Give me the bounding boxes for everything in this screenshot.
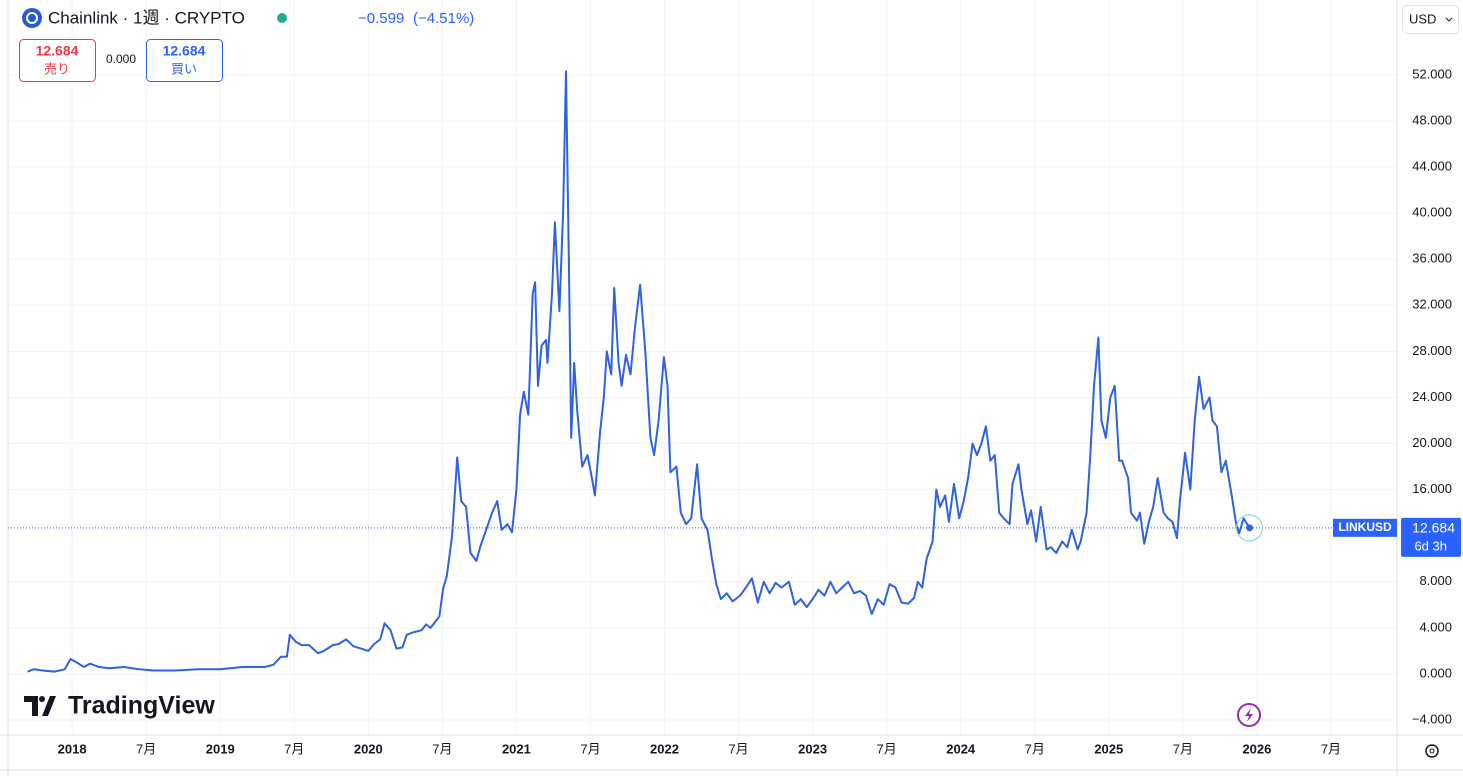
change: −0.599 bbox=[358, 10, 404, 27]
sell-label[interactable]: 売り bbox=[44, 61, 70, 76]
price-line bbox=[27, 70, 1251, 673]
y-tick-label: 40.000 bbox=[1412, 205, 1452, 220]
last-point-halo bbox=[1235, 514, 1263, 542]
x-tick-label: 2021 bbox=[502, 741, 531, 756]
y-tick-label: 28.000 bbox=[1412, 343, 1452, 358]
last-point bbox=[1245, 524, 1253, 532]
y-tick-label: 20.000 bbox=[1412, 435, 1452, 450]
symbol-icon bbox=[22, 8, 42, 28]
x-tick-label: 2025 bbox=[1094, 741, 1123, 756]
x-tick-label: 7月 bbox=[580, 741, 600, 756]
buy-button[interactable] bbox=[146, 39, 223, 82]
x-tick-label: 2026 bbox=[1242, 741, 1271, 756]
x-tick-label: 7月 bbox=[1025, 741, 1045, 756]
market-status bbox=[277, 13, 287, 23]
y-tick-label: 36.000 bbox=[1412, 251, 1452, 266]
last-price-tag bbox=[1401, 517, 1461, 557]
y-tick-label: 32.000 bbox=[1412, 297, 1452, 312]
y-tick-label: 24.000 bbox=[1412, 389, 1452, 404]
x-tick-label: 2020 bbox=[354, 741, 383, 756]
x-tick-label: 7月 bbox=[136, 741, 156, 756]
axes: −4.0000.0004.0008.00012.00016.00020.0002… bbox=[58, 66, 1461, 756]
spread: 0.000 bbox=[106, 52, 136, 66]
y-tick-label: −4.000 bbox=[1412, 711, 1452, 726]
y-tick-label: 0.000 bbox=[1419, 665, 1452, 680]
symbol-tag bbox=[1333, 518, 1397, 537]
settings-icon[interactable] bbox=[1425, 744, 1439, 758]
x-tick-label: 7月 bbox=[728, 741, 748, 756]
brand-name: TradingView bbox=[68, 692, 215, 720]
x-tick-label: 7月 bbox=[432, 741, 452, 756]
change-percent: (−4.51%) bbox=[413, 10, 474, 27]
y-tick-label: 4.000 bbox=[1419, 619, 1452, 634]
y-tick-label: 16.000 bbox=[1412, 481, 1452, 496]
symbol-tag-label: LINKUSD bbox=[1338, 520, 1392, 534]
x-tick-label: 7月 bbox=[284, 741, 304, 756]
currency-select[interactable] bbox=[1402, 5, 1459, 34]
x-tick-label: 7月 bbox=[1321, 741, 1341, 756]
countdown: 6d 3h bbox=[1414, 538, 1447, 553]
plot bbox=[8, 70, 1397, 673]
x-tick-label: 7月 bbox=[1173, 741, 1193, 756]
x-tick-label: 2019 bbox=[206, 741, 235, 756]
symbol-title[interactable]: Chainlink · 1週 · CRYPTO bbox=[48, 8, 245, 27]
x-tick-label: 7月 bbox=[877, 741, 897, 756]
event-bolt bbox=[1245, 708, 1253, 722]
x-tick-label: 2022 bbox=[650, 741, 679, 756]
x-tick-label: 2023 bbox=[798, 741, 827, 756]
buy-price[interactable]: 12.684 bbox=[163, 43, 206, 59]
y-tick-label: 44.000 bbox=[1412, 158, 1452, 173]
dropdown-arrow bbox=[1445, 17, 1453, 22]
sell-button[interactable] bbox=[19, 39, 96, 82]
x-tick-label: 2024 bbox=[946, 741, 976, 756]
last-price-label: 12.684 bbox=[1412, 520, 1455, 536]
symbol-icon-inner bbox=[26, 12, 38, 24]
brand-logo bbox=[24, 696, 56, 716]
grid bbox=[8, 0, 1397, 735]
y-tick-label: 48.000 bbox=[1412, 112, 1452, 127]
x-tick-label: 2018 bbox=[58, 741, 87, 756]
settings-icon-center bbox=[1429, 748, 1435, 754]
y-tick-label: 8.000 bbox=[1419, 573, 1452, 588]
y-tick-label: 52.000 bbox=[1412, 66, 1452, 81]
brand-logo-dot bbox=[39, 696, 45, 702]
currency[interactable]: USD bbox=[1409, 11, 1436, 26]
buy-label[interactable]: 買い bbox=[171, 61, 197, 76]
sell-price[interactable]: 12.684 bbox=[36, 43, 79, 59]
